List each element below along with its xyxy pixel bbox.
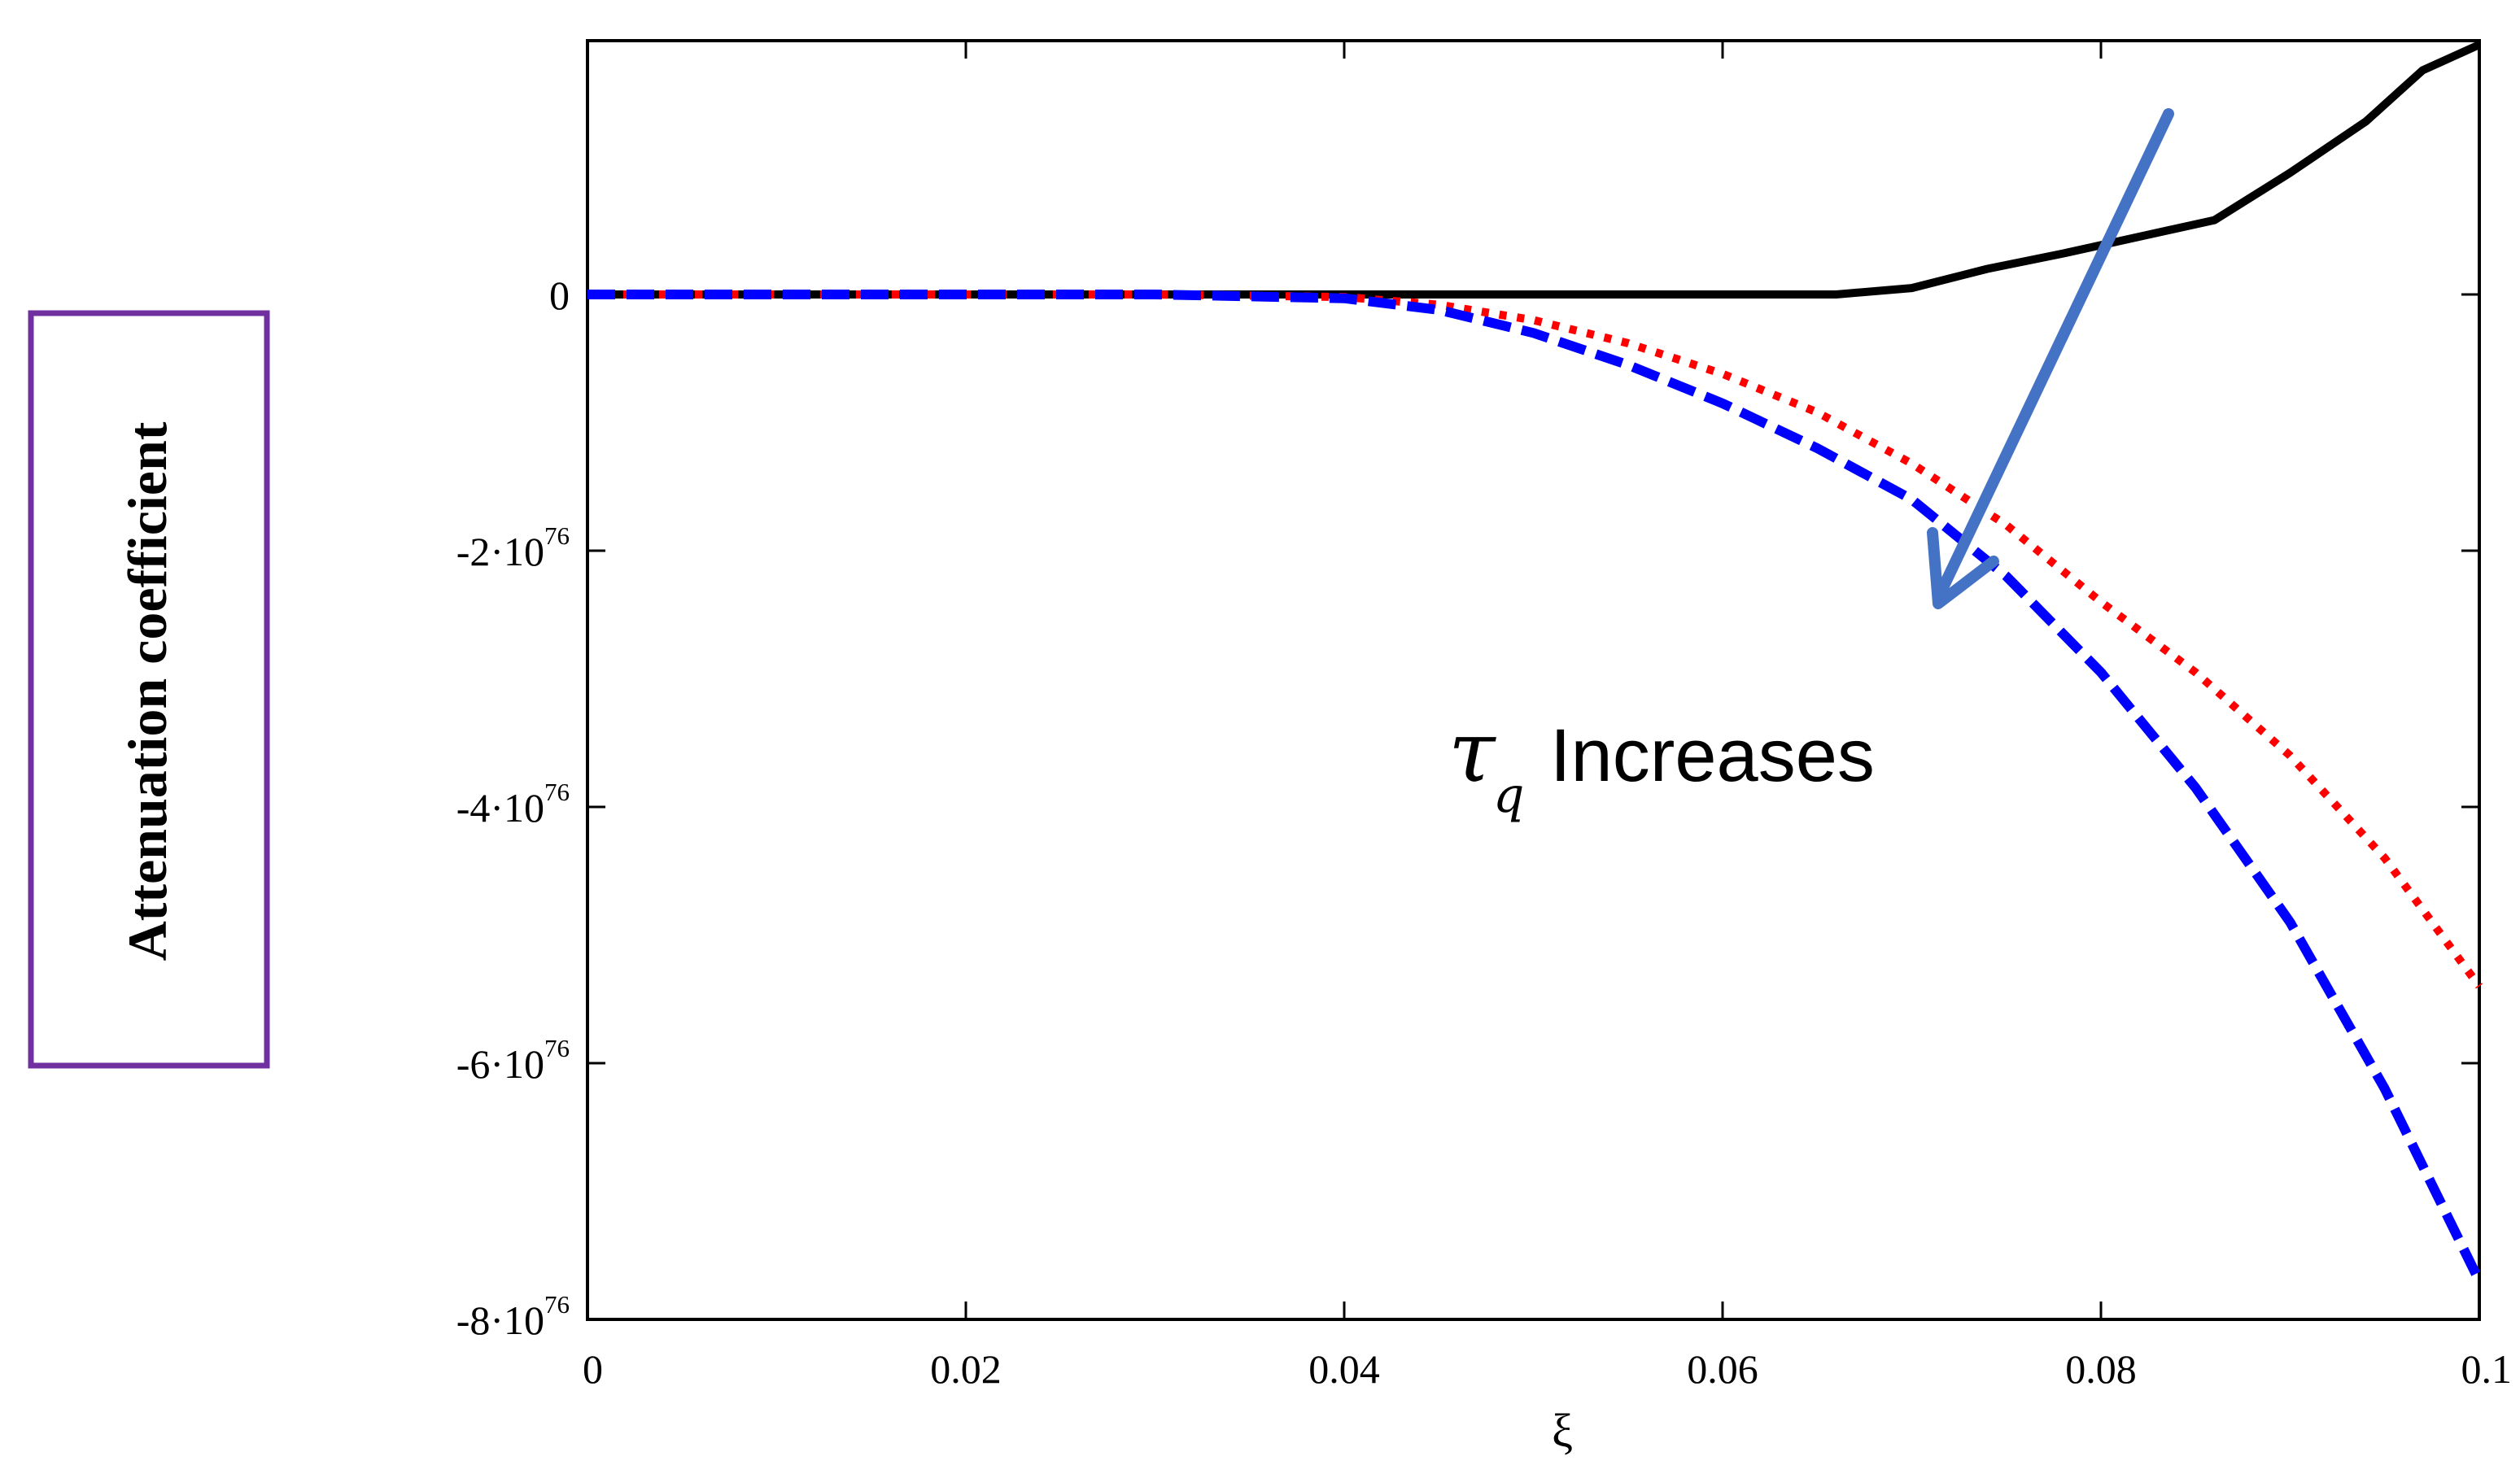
ylabel-box <box>28 310 270 1069</box>
plot-frame <box>586 39 2481 1321</box>
series-group <box>587 41 2484 1284</box>
x-tick-label: 0.04 <box>1308 1346 1380 1392</box>
y-tick-label: -2·1076 <box>456 521 570 574</box>
x-tick-label: 0.08 <box>2065 1346 2137 1392</box>
x-axis-label: ξ <box>1552 1404 1573 1457</box>
ticks <box>586 41 2481 1321</box>
annotation-subscript: q <box>1493 767 1524 824</box>
x-tick-label: 0.1 <box>2461 1346 2513 1392</box>
series-line-2 <box>587 290 2484 1284</box>
annotation-text: Increases <box>1550 714 1875 797</box>
y-tick-label: -6·1076 <box>456 1034 570 1087</box>
x-tick-label: 0.06 <box>1687 1346 1758 1392</box>
x-tick-label: 0 <box>583 1346 603 1392</box>
arrow-icon <box>1927 108 2174 609</box>
annotation-symbol: τ <box>1448 702 1496 801</box>
y-tick-label: -8·1076 <box>456 1290 570 1343</box>
series-line-1 <box>587 290 2483 989</box>
x-tick-label: 0.02 <box>930 1346 1002 1392</box>
y-axis-label: Attenuation coefficient <box>116 421 178 961</box>
y-tick-label: -4·1076 <box>456 778 570 831</box>
tick-labels: 0 0.02 0.04 0.06 0.08 0.1 0 -2·1076 -4·1076 -6·10… <box>456 273 2512 1392</box>
series-line-0 <box>587 41 2482 299</box>
y-tick-label: 0 <box>549 273 570 318</box>
